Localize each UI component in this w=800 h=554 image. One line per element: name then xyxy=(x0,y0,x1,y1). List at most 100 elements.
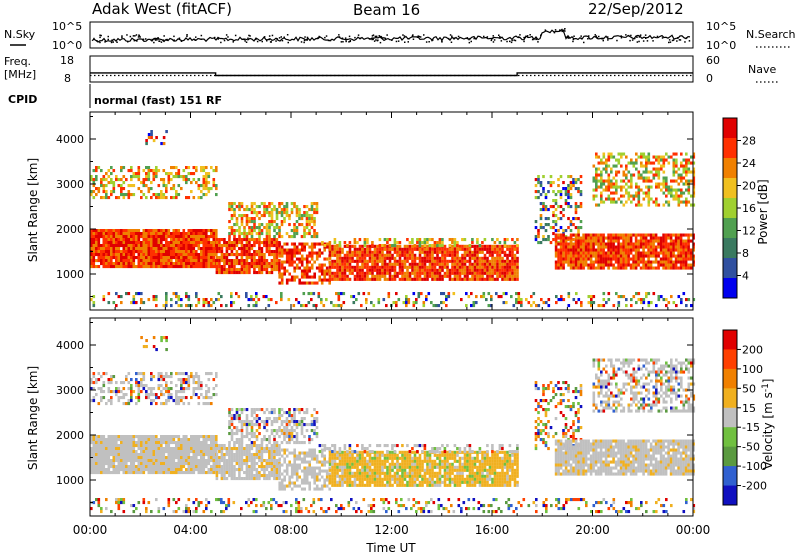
colorbar-segment xyxy=(723,258,737,279)
n-search-dot xyxy=(668,41,670,44)
colorbar-segment xyxy=(723,218,737,239)
noise-left-label: N.Sky xyxy=(4,28,36,41)
colorbar-segment xyxy=(723,427,737,448)
noise-panel-frame xyxy=(89,21,694,49)
n-search-dot xyxy=(417,35,419,37)
colorbar-tick-label: 4 xyxy=(742,270,749,283)
n-search-dot xyxy=(625,34,627,36)
n-search-dot xyxy=(645,37,647,39)
n-search-dot xyxy=(214,36,216,39)
y-tick-label: 2000 xyxy=(56,223,84,236)
freq-left-tick-top: 18 xyxy=(60,54,74,67)
n-search-dot xyxy=(638,36,641,38)
n-search-dot xyxy=(178,37,181,39)
n-search-dot xyxy=(453,37,455,39)
n-search-dot xyxy=(451,35,453,37)
y-tick-label: 3000 xyxy=(56,384,84,397)
n-search-dot xyxy=(349,39,352,42)
n-search-dot xyxy=(304,36,306,38)
n-search-dot xyxy=(244,40,246,42)
n-search-dot xyxy=(139,36,141,38)
n-search-dot xyxy=(397,40,400,42)
n-search-dot xyxy=(163,35,165,37)
n-search-dot xyxy=(248,34,250,37)
n-search-dot xyxy=(157,38,160,40)
n-search-dot xyxy=(271,34,274,37)
n-search-dot xyxy=(99,34,101,36)
n-search-dot xyxy=(671,39,674,42)
n-search-dot xyxy=(469,37,471,40)
n-search-dot xyxy=(374,35,377,38)
n-search-dot xyxy=(630,34,632,37)
n-search-dot xyxy=(607,39,609,41)
n-search-dot xyxy=(287,41,289,44)
colorbar-tick-label: 200 xyxy=(742,343,763,356)
n-search-dot xyxy=(567,37,570,39)
n-search-dot xyxy=(636,36,638,38)
n-search-dot xyxy=(340,41,343,43)
colorbar-tick-label: 50 xyxy=(742,382,756,395)
n-search-dot xyxy=(486,36,489,38)
n-search-dot xyxy=(263,36,266,38)
n-search-dot xyxy=(466,37,469,39)
colorbar-segment xyxy=(723,330,737,350)
n-search-dot xyxy=(418,35,420,38)
n-search-dot xyxy=(688,40,691,42)
n-search-dot xyxy=(132,35,135,37)
n-search-dot xyxy=(227,36,229,38)
velocity-colorbar: 200 100 50 15 -15 -50 -100 -200 xyxy=(722,329,767,506)
n-search-dot xyxy=(629,39,631,42)
n-search-dot xyxy=(661,37,664,39)
power-ylabel: Slant Range [km] xyxy=(26,158,40,262)
n-search-dot xyxy=(537,41,539,43)
n-search-dot xyxy=(134,35,136,37)
n-search-dot xyxy=(672,39,675,41)
y-tick-label: 1000 xyxy=(56,268,84,281)
n-search-dot xyxy=(344,37,347,39)
n-search-dot xyxy=(411,35,414,37)
n-search-dot xyxy=(269,41,272,43)
velocity-ylabel: Slant Range [km] xyxy=(26,366,40,470)
n-search-dot xyxy=(669,41,672,43)
y-tick-label: 4000 xyxy=(56,339,84,352)
n-search-dot xyxy=(523,36,525,39)
n-search-dot xyxy=(473,37,475,40)
n-search-dot xyxy=(500,40,503,42)
colorbar-segment xyxy=(723,485,737,506)
n-search-dot xyxy=(121,35,123,37)
n-search-dot xyxy=(565,36,567,38)
n-search-dot xyxy=(554,29,557,31)
n-search-dot xyxy=(327,39,330,42)
n-search-dot xyxy=(348,41,350,43)
n-search-dot xyxy=(300,41,303,43)
colorbar-tick-label: -50 xyxy=(742,441,760,454)
y-tick-label: 2000 xyxy=(56,429,84,442)
n-search-dot xyxy=(450,41,453,43)
n-search-dot xyxy=(256,40,259,43)
n-search-dot xyxy=(162,39,165,41)
n-search-dot xyxy=(116,41,118,43)
y-tick-label: 3000 xyxy=(56,178,84,191)
power-colorbar-label: Power [dB] xyxy=(756,179,770,244)
noise-right-tick-top: 10^5 xyxy=(706,20,736,33)
power-axis: 1000 2000 3000 4000 xyxy=(56,112,694,310)
colorbar-tick-label: 16 xyxy=(742,202,756,215)
colorbar-tick-label: 28 xyxy=(742,135,756,148)
colorbar-tick-label: 12 xyxy=(742,225,756,238)
y-tick-label: 1000 xyxy=(56,474,84,487)
n-search-dot xyxy=(255,38,257,41)
n-search-dot xyxy=(419,36,422,38)
n-search-dot xyxy=(678,39,681,41)
n-search-dot xyxy=(652,40,654,42)
n-search-dot xyxy=(561,30,563,33)
n-search-dot xyxy=(644,34,647,36)
n-search-dot xyxy=(646,40,649,42)
n-search-dot xyxy=(245,41,248,43)
n-search-dot xyxy=(129,35,132,38)
n-search-dot xyxy=(514,39,517,42)
n-search-dot xyxy=(112,41,114,43)
colorbar-segment xyxy=(723,446,737,467)
n-search-dot xyxy=(499,36,501,38)
n-search-dot xyxy=(384,37,387,40)
x-tick-label: 00:00 xyxy=(676,523,711,537)
